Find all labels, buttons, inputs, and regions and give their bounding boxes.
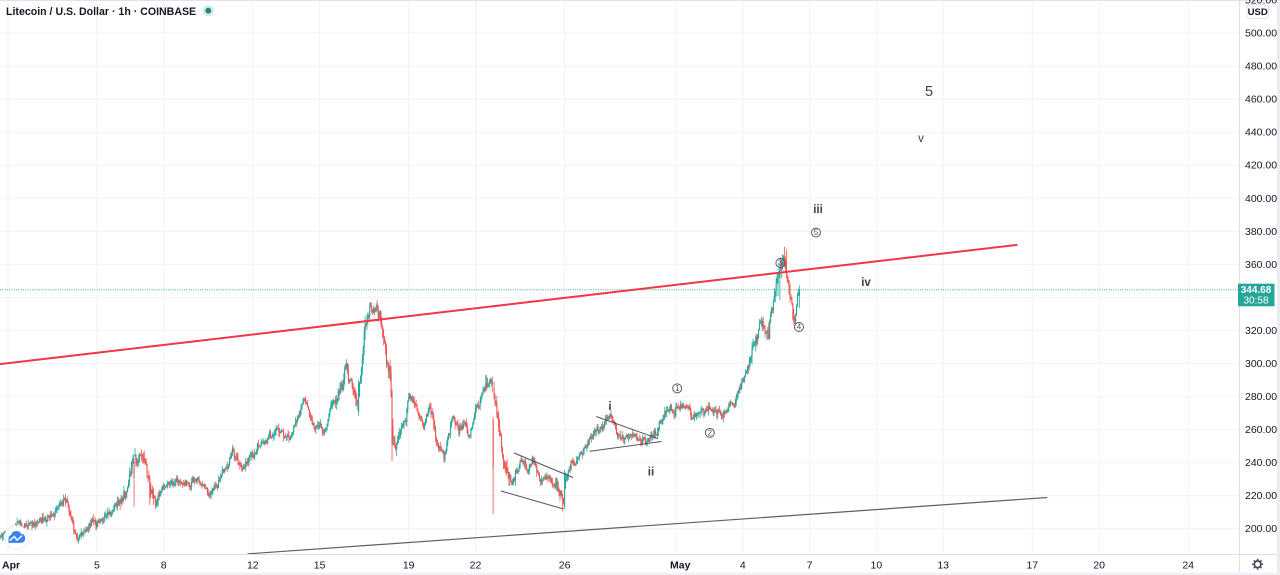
svg-text:4: 4	[740, 560, 746, 572]
svg-text:320.00: 320.00	[1245, 325, 1277, 337]
svg-text:May: May	[670, 560, 691, 572]
svg-text:17: 17	[1026, 560, 1038, 572]
svg-text:400.00: 400.00	[1245, 193, 1277, 205]
svg-text:344.68: 344.68	[1241, 285, 1272, 296]
svg-text:200.00: 200.00	[1245, 523, 1277, 535]
svg-text:500.00: 500.00	[1245, 28, 1277, 40]
svg-text:5: 5	[814, 228, 819, 237]
svg-text:3: 3	[778, 259, 783, 268]
svg-text:19: 19	[403, 560, 415, 572]
svg-text:420.00: 420.00	[1245, 160, 1277, 172]
svg-text:22: 22	[470, 560, 482, 572]
svg-text:Apr: Apr	[2, 560, 20, 572]
svg-text:300.00: 300.00	[1245, 358, 1277, 370]
svg-text:280.00: 280.00	[1245, 391, 1277, 403]
svg-text:Litecoin / U.S. Dollar · 1h ·: Litecoin / U.S. Dollar · 1h · COINBASE	[6, 6, 196, 18]
svg-text:460.00: 460.00	[1245, 94, 1277, 106]
svg-text:v: v	[918, 133, 924, 145]
svg-text:520.00: 520.00	[1245, 0, 1277, 6]
svg-text:8: 8	[161, 560, 167, 572]
svg-text:13: 13	[937, 560, 949, 572]
svg-text:380.00: 380.00	[1245, 226, 1277, 238]
svg-text:12: 12	[247, 560, 259, 572]
svg-text:440.00: 440.00	[1245, 127, 1277, 139]
svg-text:220.00: 220.00	[1245, 490, 1277, 502]
svg-text:2: 2	[708, 428, 713, 437]
svg-text:30:58: 30:58	[1243, 295, 1268, 306]
svg-text:360.00: 360.00	[1245, 259, 1277, 271]
svg-text:USD: USD	[1248, 7, 1268, 18]
svg-text:15: 15	[314, 560, 326, 572]
svg-text:5: 5	[925, 84, 933, 100]
svg-text:iv: iv	[861, 277, 871, 289]
svg-text:26: 26	[559, 560, 571, 572]
svg-text:5: 5	[94, 560, 100, 572]
svg-text:480.00: 480.00	[1245, 61, 1277, 73]
svg-text:ii: ii	[648, 467, 654, 479]
svg-text:240.00: 240.00	[1245, 457, 1277, 469]
svg-text:1: 1	[675, 384, 680, 393]
svg-text:24: 24	[1182, 560, 1194, 572]
svg-text:iii: iii	[813, 204, 823, 216]
svg-text:20: 20	[1093, 560, 1105, 572]
svg-text:7: 7	[807, 560, 813, 572]
svg-text:i: i	[608, 401, 611, 413]
svg-text:10: 10	[871, 560, 883, 572]
svg-text:260.00: 260.00	[1245, 424, 1277, 436]
svg-text:4: 4	[797, 323, 802, 332]
